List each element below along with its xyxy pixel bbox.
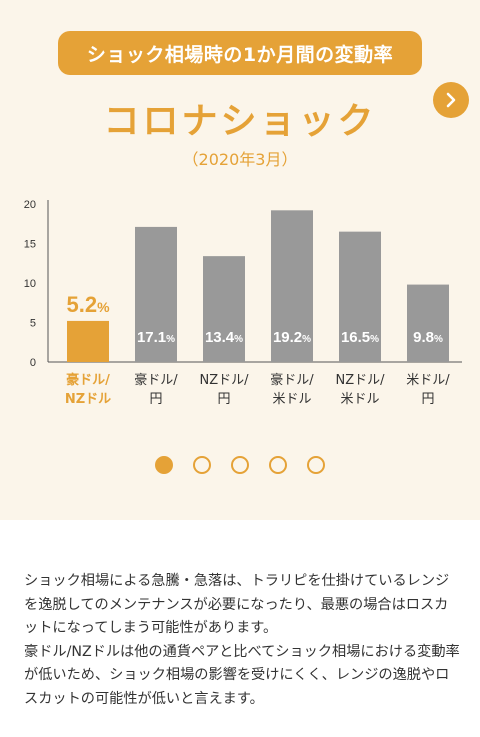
description: ショック相場による急騰・急落は、トラリピを仕掛けているレンジを逸脱してのメンテナ… bbox=[24, 570, 460, 711]
banner: ショック相場時の1か月間の変動率 bbox=[58, 31, 422, 75]
pagination-dot[interactable] bbox=[155, 456, 173, 474]
pagination-dot[interactable] bbox=[193, 456, 211, 474]
data-label: 9.8% bbox=[413, 329, 443, 346]
category-label: 円 bbox=[149, 392, 162, 407]
category-label: 米ドル bbox=[272, 392, 311, 407]
bar-chart: 0 5 10 15 20 5.2% 豪ドル/NZドル 17.1% 豪ドル/円 13.4% NZドル/… bbox=[24, 199, 462, 407]
category-label: 豪ドル/ bbox=[270, 372, 314, 388]
bar bbox=[271, 210, 313, 362]
data-label: 19.2% bbox=[273, 329, 311, 346]
chart-subtitle: （2020年3月） bbox=[182, 150, 298, 169]
bar bbox=[203, 256, 245, 362]
category-label: 米ドル/ bbox=[406, 373, 450, 388]
category-label: 豪ドル/ bbox=[66, 372, 110, 388]
y-tick-label: 20 bbox=[24, 199, 36, 211]
y-tick-label: 10 bbox=[24, 278, 36, 290]
data-label: 17.1% bbox=[137, 329, 175, 346]
pagination-dot[interactable] bbox=[307, 456, 325, 474]
pagination-dot[interactable] bbox=[231, 456, 249, 474]
chevron-right-icon bbox=[446, 92, 456, 108]
category-label: 円 bbox=[421, 392, 434, 407]
y-tick-label: 0 bbox=[30, 357, 36, 369]
description-paragraph-2: 豪ドル/NZドルは他の通貨ペアと比べてショック相場における変動率が低いため、ショ… bbox=[24, 643, 460, 707]
category-label: NZドル bbox=[65, 392, 111, 407]
data-label: 16.5% bbox=[341, 329, 379, 346]
data-label: 13.4% bbox=[205, 329, 243, 346]
category-label: NZドル/ bbox=[335, 373, 385, 388]
bar bbox=[67, 320, 109, 362]
chart-title: コロナショック bbox=[103, 101, 377, 142]
pagination-dot[interactable] bbox=[269, 456, 287, 474]
bar bbox=[339, 231, 381, 362]
data-label: 5.2% bbox=[66, 292, 110, 317]
bar bbox=[407, 284, 449, 362]
next-button[interactable] bbox=[433, 82, 469, 118]
pagination-dots bbox=[0, 456, 480, 476]
category-label: 米ドル bbox=[340, 392, 379, 407]
y-tick-label: 15 bbox=[24, 239, 36, 251]
category-label: 豪ドル/ bbox=[134, 372, 178, 388]
y-tick-label: 5 bbox=[30, 318, 36, 330]
chart-panel: ショック相場時の1か月間の変動率 コロナショック （2020年3月） 0 5 10 1… bbox=[0, 0, 480, 520]
category-label: 円 bbox=[217, 392, 230, 407]
category-label: NZドル/ bbox=[199, 373, 249, 388]
bar bbox=[135, 226, 177, 362]
description-paragraph-1: ショック相場による急騰・急落は、トラリピを仕掛けているレンジを逸脱してのメンテナ… bbox=[24, 573, 450, 636]
